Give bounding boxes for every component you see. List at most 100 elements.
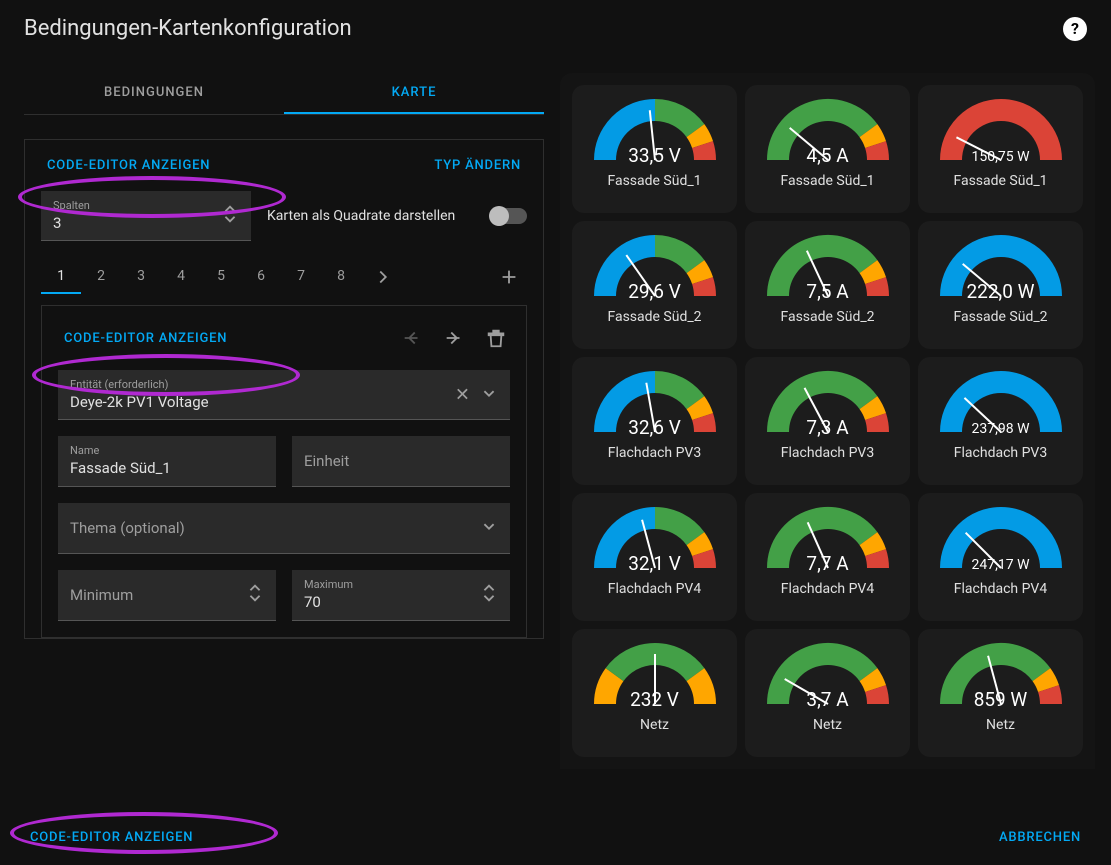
gauge-card[interactable]: 3,7 A Netz bbox=[745, 629, 910, 757]
gauge-card[interactable]: 4,5 A Fassade Süd_1 bbox=[745, 85, 910, 213]
gauge-value: 237,98 W bbox=[936, 421, 1066, 437]
maximum-label: Maximum bbox=[304, 578, 498, 591]
move-right-icon[interactable] bbox=[436, 320, 472, 356]
gauge-value: 222,0 W bbox=[936, 280, 1066, 303]
gauge-card[interactable]: 32,1 V Flachdach PV4 bbox=[572, 493, 737, 621]
square-toggle-label: Karten als Quadrate darstellen bbox=[267, 208, 475, 224]
gauge-name: Netz bbox=[986, 717, 1015, 733]
gauge-name: Fassade Süd_1 bbox=[780, 173, 874, 189]
columns-select[interactable]: Spalten 3 bbox=[41, 191, 251, 241]
gauge-card[interactable]: 232 V Netz bbox=[572, 629, 737, 757]
editor-tabs: BEDINGUNGEN KARTE bbox=[24, 73, 544, 115]
gauge-card[interactable]: 222,0 W Fassade Süd_2 bbox=[918, 221, 1083, 349]
entity-config-panel: CODE-EDITOR ANZEIGEN bbox=[41, 305, 527, 638]
gauge-value: 247,17 W bbox=[936, 557, 1066, 573]
unit-input[interactable]: Einheit bbox=[292, 436, 510, 487]
show-code-editor-button-footer[interactable]: CODE-EDITOR ANZEIGEN bbox=[24, 826, 199, 849]
gauge-value: 7,3 A bbox=[763, 416, 893, 439]
gauge-card[interactable]: 7,3 A Flachdach PV3 bbox=[745, 357, 910, 485]
card-tab-8[interactable]: 8 bbox=[321, 260, 361, 294]
show-code-editor-button[interactable]: CODE-EDITOR ANZEIGEN bbox=[41, 154, 216, 177]
gauge-card[interactable]: 150,75 W Fassade Süd_1 bbox=[918, 85, 1083, 213]
gauge-name: Flachdach PV4 bbox=[954, 581, 1047, 597]
page-title: Bedingungen-Kartenkonfiguration bbox=[24, 16, 352, 41]
config-editor: BEDINGUNGEN KARTE CODE-EDITOR ANZEIGEN T… bbox=[24, 73, 544, 769]
gauge-value: 7,5 A bbox=[763, 280, 893, 303]
cancel-button[interactable]: ABBRECHEN bbox=[993, 826, 1087, 849]
card-tab-2[interactable]: 2 bbox=[81, 260, 121, 294]
theme-select[interactable]: Thema (optional) bbox=[58, 503, 510, 554]
gauge-name: Netz bbox=[640, 717, 669, 733]
gauge-value: 859 W bbox=[936, 688, 1066, 711]
theme-label: Thema (optional) bbox=[70, 511, 498, 545]
card-config-panel: CODE-EDITOR ANZEIGEN TYP ÄNDERN Spalten … bbox=[24, 139, 544, 639]
next-cards-icon[interactable] bbox=[365, 259, 401, 295]
move-left-icon[interactable] bbox=[394, 320, 430, 356]
gauge-name: Fassade Süd_2 bbox=[780, 309, 874, 325]
entity-value: Deye-2k PV1 Voltage bbox=[70, 393, 498, 411]
chevron-updown-icon bbox=[219, 203, 241, 229]
gauge-value: 32,6 V bbox=[590, 416, 720, 439]
gauge-name: Fassade Süd_1 bbox=[953, 173, 1047, 189]
gauge-value: 32,1 V bbox=[590, 552, 720, 575]
gauge-value: 3,7 A bbox=[763, 688, 893, 711]
gauge-card[interactable]: 859 W Netz bbox=[918, 629, 1083, 757]
chevron-updown-icon bbox=[244, 582, 266, 608]
card-tab-3[interactable]: 3 bbox=[121, 260, 161, 294]
gauge-name: Flachdach PV3 bbox=[954, 445, 1047, 461]
show-code-editor-button-inner[interactable]: CODE-EDITOR ANZEIGEN bbox=[58, 327, 233, 350]
delete-icon[interactable] bbox=[478, 320, 514, 356]
minimum-input[interactable]: Minimum bbox=[58, 570, 276, 621]
gauge-value: 29,6 V bbox=[590, 280, 720, 303]
help-icon[interactable]: ? bbox=[1063, 17, 1087, 41]
gauge-value: 150,75 W bbox=[936, 149, 1066, 165]
minimum-label: Minimum bbox=[70, 578, 264, 612]
entity-label: Entität (erforderlich) bbox=[70, 378, 498, 391]
gauge-card[interactable]: 33,5 V Fassade Süd_1 bbox=[572, 85, 737, 213]
gauge-name: Flachdach PV4 bbox=[781, 581, 874, 597]
gauge-card[interactable]: 29,6 V Fassade Süd_2 bbox=[572, 221, 737, 349]
gauge-value: 7,7 A bbox=[763, 552, 893, 575]
gauge-grid: 33,5 VFassade Süd_14,5 AFassade Süd_1150… bbox=[572, 85, 1083, 757]
entity-select[interactable]: Entität (erforderlich) Deye-2k PV1 Volta… bbox=[58, 370, 510, 420]
gauge-name: Netz bbox=[813, 717, 842, 733]
unit-label: Einheit bbox=[304, 444, 498, 478]
chevron-down-icon[interactable] bbox=[478, 382, 500, 408]
chevron-updown-icon bbox=[478, 582, 500, 608]
card-tab-6[interactable]: 6 bbox=[241, 260, 281, 294]
gauge-value: 33,5 V bbox=[590, 144, 720, 167]
gauge-name: Fassade Süd_1 bbox=[607, 173, 701, 189]
preview-panel: 33,5 VFassade Süd_14,5 AFassade Süd_1150… bbox=[560, 73, 1095, 769]
gauge-value: 4,5 A bbox=[763, 144, 893, 167]
gauge-card[interactable]: 247,17 W Flachdach PV4 bbox=[918, 493, 1083, 621]
name-value: Fassade Süd_1 bbox=[70, 459, 264, 477]
tab-karte[interactable]: KARTE bbox=[284, 73, 544, 114]
tab-bedingungen[interactable]: BEDINGUNGEN bbox=[24, 73, 284, 114]
gauge-card[interactable]: 7,5 A Fassade Süd_2 bbox=[745, 221, 910, 349]
add-card-icon[interactable] bbox=[491, 259, 527, 295]
gauge-name: Fassade Süd_2 bbox=[607, 309, 701, 325]
gauge-name: Flachdach PV3 bbox=[608, 445, 701, 461]
gauge-value: 232 V bbox=[590, 688, 720, 711]
gauge-card[interactable]: 7,7 A Flachdach PV4 bbox=[745, 493, 910, 621]
gauge-name: Flachdach PV4 bbox=[608, 581, 701, 597]
card-tab-7[interactable]: 7 bbox=[281, 260, 321, 294]
chevron-down-icon[interactable] bbox=[478, 515, 500, 541]
card-tab-5[interactable]: 5 bbox=[201, 260, 241, 294]
gauge-card[interactable]: 32,6 V Flachdach PV3 bbox=[572, 357, 737, 485]
maximum-value: 70 bbox=[304, 593, 498, 611]
columns-label: Spalten bbox=[53, 199, 239, 212]
card-number-tabs: 12345678 bbox=[25, 253, 543, 301]
square-toggle[interactable] bbox=[491, 208, 527, 224]
clear-icon[interactable]: ✕ bbox=[455, 384, 470, 405]
change-type-button[interactable]: TYP ÄNDERN bbox=[428, 154, 527, 177]
card-tab-4[interactable]: 4 bbox=[161, 260, 201, 294]
name-input[interactable]: Name Fassade Süd_1 bbox=[58, 436, 276, 487]
card-tab-1[interactable]: 1 bbox=[41, 260, 81, 294]
gauge-name: Flachdach PV3 bbox=[781, 445, 874, 461]
columns-value: 3 bbox=[53, 214, 239, 232]
maximum-input[interactable]: Maximum 70 bbox=[292, 570, 510, 621]
gauge-name: Fassade Süd_2 bbox=[953, 309, 1047, 325]
name-label: Name bbox=[70, 444, 264, 457]
gauge-card[interactable]: 237,98 W Flachdach PV3 bbox=[918, 357, 1083, 485]
